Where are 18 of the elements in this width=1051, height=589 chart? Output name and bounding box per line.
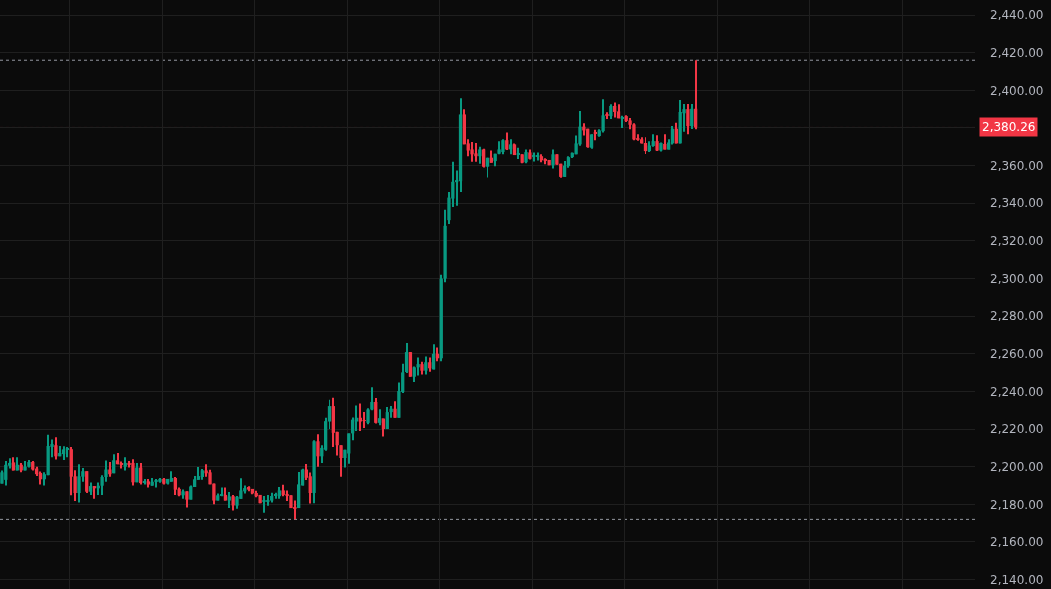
y-tick-label: 2,140.00	[990, 572, 1044, 587]
y-tick-label: 2,180.00	[990, 497, 1044, 512]
y-tick-label: 2,160.00	[990, 535, 1044, 550]
y-tick-label: 2,280.00	[990, 309, 1044, 324]
ref-line-label: 2,380.26	[982, 120, 1036, 134]
y-tick-label: 2,260.00	[990, 346, 1044, 361]
y-tick-label: 2,340.00	[990, 196, 1044, 211]
y-tick-label: 2,220.00	[990, 422, 1044, 437]
y-tick-label: 2,200.00	[990, 459, 1044, 474]
y-tick-label: 2,420.00	[990, 45, 1044, 60]
y-tick-label: 2,240.00	[990, 384, 1044, 399]
y-tick-label: 2,440.00	[990, 8, 1044, 23]
candlestick	[362, 412, 366, 429]
y-tick-label: 2,300.00	[990, 271, 1044, 286]
y-tick-label: 2,360.00	[990, 158, 1044, 173]
candlestick	[262, 496, 266, 513]
y-tick-label: 2,400.00	[990, 83, 1044, 98]
y-tick-label: 2,320.00	[990, 234, 1044, 249]
